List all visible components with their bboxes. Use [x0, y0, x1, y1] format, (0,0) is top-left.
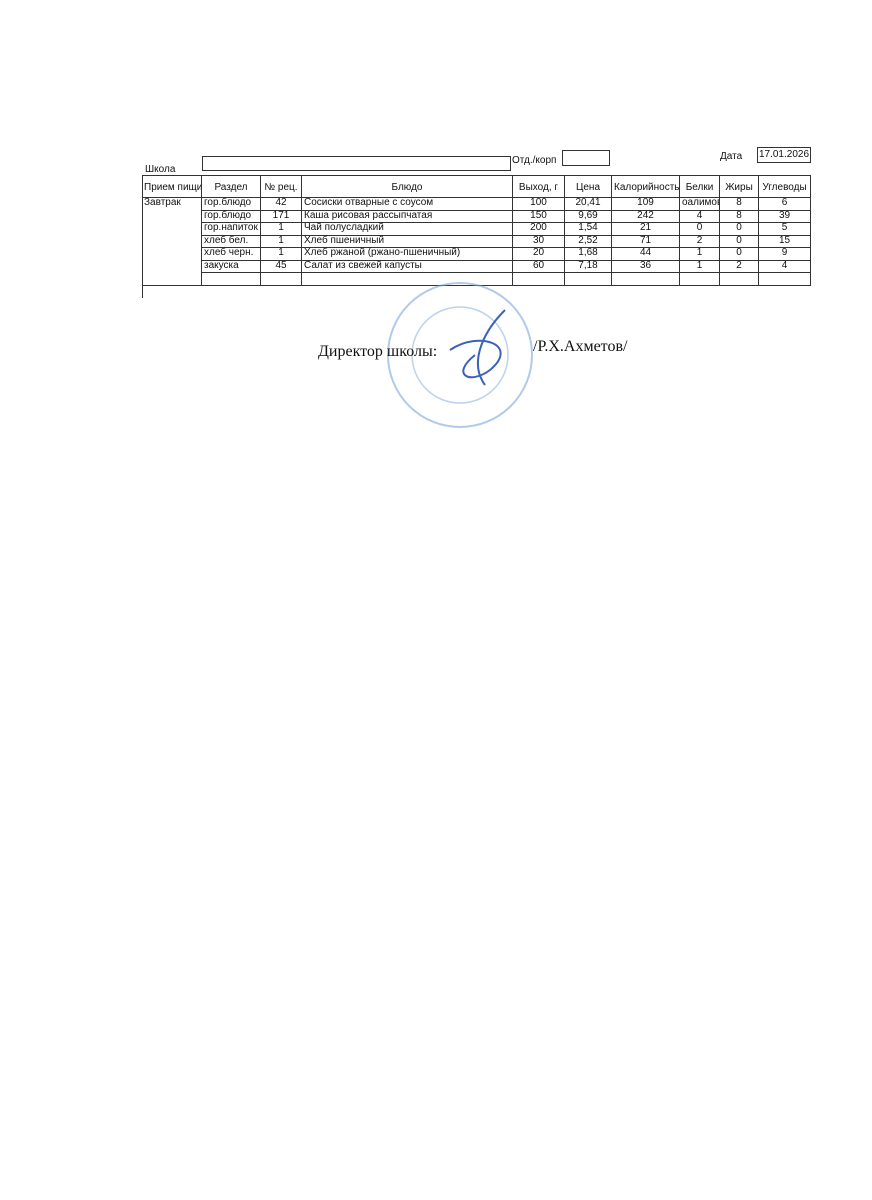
table-cell: 2,52: [565, 234, 612, 248]
column-header: Блюдо: [302, 176, 513, 198]
table-cell: Хлеб ржаной (ржано-пшеничный): [302, 247, 513, 261]
table-cell: 5: [759, 222, 811, 236]
empty-cell: [513, 272, 565, 286]
table-cell: 0: [680, 222, 720, 236]
table-cell: 39: [759, 209, 811, 223]
empty-cell: [720, 272, 759, 286]
empty-cell: [202, 272, 261, 286]
table-cell: 1: [261, 247, 302, 261]
table-cell: закуска: [202, 259, 261, 273]
table-cell: 36: [612, 259, 680, 273]
empty-cell: [565, 272, 612, 286]
signature-title: Директор школы:: [318, 343, 438, 360]
empty-cell: [261, 272, 302, 286]
empty-cell: [759, 272, 811, 286]
table-cell: 4: [759, 259, 811, 273]
table-cell: 4: [680, 209, 720, 223]
branch-label: Отд./корп: [512, 155, 557, 166]
table-cell: 1,68: [565, 247, 612, 261]
table-cell: Чай полусладкий: [302, 222, 513, 236]
table-cell: 242: [612, 209, 680, 223]
table-cell: 9,69: [565, 209, 612, 223]
table-cell: хлеб черн.: [202, 247, 261, 261]
column-header: Калорийность: [612, 176, 680, 198]
table-cell: Каша рисовая рассыпчатая: [302, 209, 513, 223]
branch-field: [562, 150, 610, 166]
table-cell: 100: [513, 197, 565, 211]
column-header: Цена: [565, 176, 612, 198]
table-cell: 15: [759, 234, 811, 248]
table-cell: 60: [513, 259, 565, 273]
school-field: [202, 156, 511, 171]
table-cell: Сосиски отварные с соусом: [302, 197, 513, 211]
meal-cell: Завтрак: [142, 197, 202, 286]
column-header: Выход, г: [513, 176, 565, 198]
table-cell: 109: [612, 197, 680, 211]
column-header: Жиры: [720, 176, 759, 198]
column-header: Белки: [680, 176, 720, 198]
table-cell: 171: [261, 209, 302, 223]
table-cell: 42: [261, 197, 302, 211]
table-cell: оалимов: [680, 197, 720, 211]
table-cell: 2: [720, 259, 759, 273]
column-header: Раздел: [202, 176, 261, 198]
empty-cell: [612, 272, 680, 286]
table-cell: 1: [261, 222, 302, 236]
table-cell: 7,18: [565, 259, 612, 273]
table-cell: 0: [720, 222, 759, 236]
table-cell: 20,41: [565, 197, 612, 211]
table-cell: 30: [513, 234, 565, 248]
table-cell: 6: [759, 197, 811, 211]
table-cell: 71: [612, 234, 680, 248]
date-value: 17.01.2026: [757, 147, 811, 163]
table-cell: 21: [612, 222, 680, 236]
table-cell: 200: [513, 222, 565, 236]
table-cell: 44: [612, 247, 680, 261]
table-cell: 1,54: [565, 222, 612, 236]
table-cell: 1: [261, 234, 302, 248]
column-header: № рец.: [261, 176, 302, 198]
table-cell: 1: [680, 259, 720, 273]
table-cell: 2: [680, 234, 720, 248]
table-cell: 45: [261, 259, 302, 273]
table-cell: 0: [720, 234, 759, 248]
signature-name: /Р.Х.Ахметов/: [533, 338, 628, 355]
table-cell: хлеб бел.: [202, 234, 261, 248]
table-cell: гор.напиток: [202, 222, 261, 236]
column-header: Прием пищи: [142, 176, 202, 198]
empty-cell: [680, 272, 720, 286]
table-cell: 8: [720, 209, 759, 223]
table-cell: 1: [680, 247, 720, 261]
school-label: Школа: [145, 164, 176, 175]
table-cell: 9: [759, 247, 811, 261]
table-cell: гор.блюдо: [202, 209, 261, 223]
table-cell: 8: [720, 197, 759, 211]
empty-cell: [302, 272, 513, 286]
stamp: [387, 282, 533, 428]
menu-table: Прием пищи Раздел № рец. Блюдо Выход, г Цена К…: [142, 175, 811, 298]
table-cell: Салат из свежей капусты: [302, 259, 513, 273]
column-header: Углеводы: [759, 176, 811, 198]
table-cell: гор.блюдо: [202, 197, 261, 211]
date-label: Дата: [720, 151, 743, 162]
table-cell: 20: [513, 247, 565, 261]
table-cell: 0: [720, 247, 759, 261]
table-cell: 150: [513, 209, 565, 223]
table-cell: Хлеб пшеничный: [302, 234, 513, 248]
